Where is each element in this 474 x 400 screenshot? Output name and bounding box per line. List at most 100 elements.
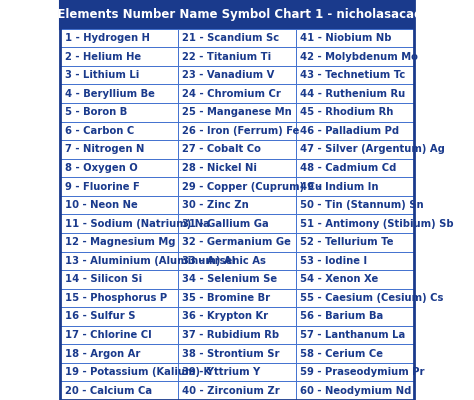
- Text: 45 - Rhodium Rh: 45 - Rhodium Rh: [300, 107, 393, 117]
- Bar: [60, 326, 178, 344]
- Bar: [296, 214, 414, 233]
- Text: 40 - Zirconium Zr: 40 - Zirconium Zr: [182, 386, 280, 396]
- Bar: [178, 382, 296, 400]
- Bar: [60, 47, 178, 66]
- Text: 26 - Iron (Ferrum) Fe: 26 - Iron (Ferrum) Fe: [182, 126, 300, 136]
- Text: 42 - Molybdenum Mo: 42 - Molybdenum Mo: [300, 52, 418, 62]
- Bar: [60, 196, 178, 214]
- Bar: [296, 103, 414, 122]
- Text: 21 - Scandium Sc: 21 - Scandium Sc: [182, 33, 280, 43]
- Text: 57 - Lanthanum La: 57 - Lanthanum La: [300, 330, 405, 340]
- Text: 25 - Manganese Mn: 25 - Manganese Mn: [182, 107, 292, 117]
- Bar: [296, 252, 414, 270]
- Bar: [60, 289, 178, 307]
- Text: 29 - Copper (Cuprum) Cu: 29 - Copper (Cuprum) Cu: [182, 182, 322, 192]
- Text: 46 - Palladium Pd: 46 - Palladium Pd: [300, 126, 399, 136]
- Bar: [60, 252, 178, 270]
- Text: 56 - Barium Ba: 56 - Barium Ba: [300, 312, 383, 322]
- Text: 58 - Cerium Ce: 58 - Cerium Ce: [300, 348, 383, 358]
- Bar: [178, 344, 296, 363]
- Bar: [60, 177, 178, 196]
- Text: 18 - Argon Ar: 18 - Argon Ar: [64, 348, 140, 358]
- Text: 37 - Rubidium Rb: 37 - Rubidium Rb: [182, 330, 280, 340]
- Bar: [178, 196, 296, 214]
- Text: 9 - Fluorine F: 9 - Fluorine F: [64, 182, 139, 192]
- Text: 33 - Arsenic As: 33 - Arsenic As: [182, 256, 266, 266]
- Bar: [60, 159, 178, 177]
- Text: 13 - Aluminium (Aluminum) Al: 13 - Aluminium (Aluminum) Al: [64, 256, 235, 266]
- Bar: [60, 140, 178, 159]
- Bar: [178, 270, 296, 289]
- Bar: [60, 382, 178, 400]
- Bar: [178, 47, 296, 66]
- Text: 23 - Vanadium V: 23 - Vanadium V: [182, 70, 275, 80]
- Text: 28 - Nickel Ni: 28 - Nickel Ni: [182, 163, 257, 173]
- Bar: [178, 103, 296, 122]
- Bar: [296, 289, 414, 307]
- Bar: [178, 214, 296, 233]
- Text: 49 - Indium In: 49 - Indium In: [300, 182, 379, 192]
- Text: 16 - Sulfur S: 16 - Sulfur S: [64, 312, 135, 322]
- Bar: [296, 363, 414, 382]
- Text: 34 - Selenium Se: 34 - Selenium Se: [182, 274, 277, 284]
- Text: 39 - Yttrium Y: 39 - Yttrium Y: [182, 367, 261, 377]
- Text: 20 - Calcium Ca: 20 - Calcium Ca: [64, 386, 152, 396]
- Bar: [60, 344, 178, 363]
- Text: 10 - Neon Ne: 10 - Neon Ne: [64, 200, 137, 210]
- Text: 4 - Beryllium Be: 4 - Beryllium Be: [64, 89, 155, 99]
- Bar: [296, 66, 414, 84]
- Text: 12 - Magnesium Mg: 12 - Magnesium Mg: [64, 237, 175, 247]
- Text: 7 - Nitrogen N: 7 - Nitrogen N: [64, 144, 144, 154]
- Text: 8 - Oxygen O: 8 - Oxygen O: [64, 163, 137, 173]
- Text: 5 - Boron B: 5 - Boron B: [64, 107, 127, 117]
- Bar: [178, 326, 296, 344]
- Text: 44 - Ruthenium Ru: 44 - Ruthenium Ru: [300, 89, 405, 99]
- Bar: [296, 233, 414, 252]
- Bar: [296, 29, 414, 47]
- Bar: [178, 140, 296, 159]
- Text: 59 - Praseodymium Pr: 59 - Praseodymium Pr: [300, 367, 425, 377]
- Bar: [178, 122, 296, 140]
- Bar: [60, 214, 178, 233]
- Text: 43 - Technetium Tc: 43 - Technetium Tc: [300, 70, 405, 80]
- Text: 24 - Chromium Cr: 24 - Chromium Cr: [182, 89, 281, 99]
- Text: 2 - Helium He: 2 - Helium He: [64, 52, 141, 62]
- Bar: [60, 29, 178, 47]
- Bar: [296, 177, 414, 196]
- Bar: [60, 270, 178, 289]
- Text: Chemical Elements Number Name Symbol Chart 1 - nicholasacademy.com: Chemical Elements Number Name Symbol Cha…: [0, 8, 474, 21]
- Text: 53 - Iodine I: 53 - Iodine I: [300, 256, 367, 266]
- Bar: [60, 66, 178, 84]
- Bar: [296, 47, 414, 66]
- Bar: [178, 252, 296, 270]
- Bar: [296, 326, 414, 344]
- Bar: [296, 382, 414, 400]
- Text: 17 - Chlorine Cl: 17 - Chlorine Cl: [64, 330, 151, 340]
- Text: 1 - Hydrogen H: 1 - Hydrogen H: [64, 33, 149, 43]
- Text: 47 - Silver (Argentum) Ag: 47 - Silver (Argentum) Ag: [300, 144, 445, 154]
- Text: 60 - Neodymium Nd: 60 - Neodymium Nd: [300, 386, 411, 396]
- Text: 3 - Lithium Li: 3 - Lithium Li: [64, 70, 139, 80]
- Text: 6 - Carbon C: 6 - Carbon C: [64, 126, 134, 136]
- Text: 55 - Caesium (Cesium) Cs: 55 - Caesium (Cesium) Cs: [300, 293, 444, 303]
- Text: 27 - Cobalt Co: 27 - Cobalt Co: [182, 144, 261, 154]
- Text: 30 - Zinc Zn: 30 - Zinc Zn: [182, 200, 249, 210]
- Bar: [296, 140, 414, 159]
- Text: 35 - Bromine Br: 35 - Bromine Br: [182, 293, 271, 303]
- Bar: [60, 103, 178, 122]
- Bar: [296, 196, 414, 214]
- Bar: [60, 84, 178, 103]
- Text: 36 - Krypton Kr: 36 - Krypton Kr: [182, 312, 268, 322]
- Text: 51 - Antimony (Stibium) Sb: 51 - Antimony (Stibium) Sb: [300, 219, 454, 229]
- Bar: [178, 84, 296, 103]
- Bar: [296, 344, 414, 363]
- Bar: [178, 159, 296, 177]
- Text: 19 - Potassium (Kalium) K: 19 - Potassium (Kalium) K: [64, 367, 210, 377]
- Bar: [60, 0, 414, 29]
- Bar: [178, 307, 296, 326]
- Text: 48 - Cadmium Cd: 48 - Cadmium Cd: [300, 163, 397, 173]
- Text: 11 - Sodium (Natrium) Na: 11 - Sodium (Natrium) Na: [64, 219, 210, 229]
- Bar: [296, 270, 414, 289]
- Text: 31 - Gallium Ga: 31 - Gallium Ga: [182, 219, 269, 229]
- Bar: [296, 84, 414, 103]
